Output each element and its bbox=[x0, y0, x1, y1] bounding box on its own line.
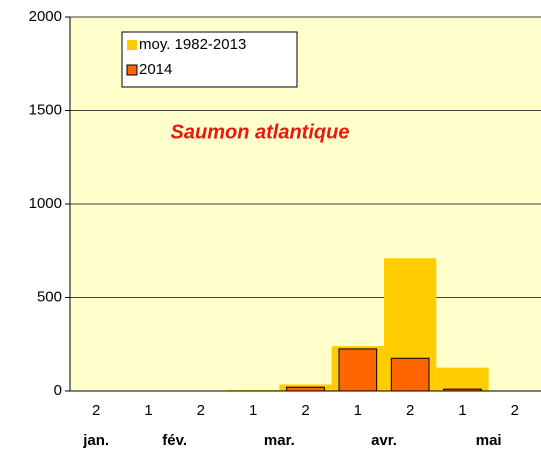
month-label: jan. bbox=[82, 432, 109, 449]
x-tick-label: 1 bbox=[354, 402, 362, 419]
month-label: mar. bbox=[264, 432, 295, 449]
bar bbox=[436, 367, 489, 391]
x-tick-label: 1 bbox=[144, 402, 152, 419]
x-tick-label: 2 bbox=[301, 402, 309, 419]
y-tick-label: 2000 bbox=[29, 8, 62, 25]
annotation: Saumon atlantique bbox=[171, 121, 350, 143]
month-label: avr. bbox=[371, 432, 397, 449]
y-tick-label: 1500 bbox=[29, 101, 62, 118]
bar bbox=[390, 357, 430, 392]
bars bbox=[227, 258, 541, 392]
x-tick-label: 2 bbox=[511, 402, 519, 419]
x-tick-label: 2 bbox=[197, 402, 205, 419]
month-label: mai bbox=[476, 432, 502, 449]
month-label: fév. bbox=[162, 432, 187, 449]
bar bbox=[338, 348, 378, 392]
legend-swatch bbox=[127, 40, 137, 50]
x-tick-label: 1 bbox=[458, 402, 466, 419]
y-tick-label: 500 bbox=[37, 288, 62, 305]
x-tick-label: 2 bbox=[406, 402, 414, 419]
x-tick-label: 2 bbox=[92, 402, 100, 419]
legend-swatch bbox=[126, 64, 138, 76]
y-tick-label: 1000 bbox=[29, 195, 62, 212]
legend-box bbox=[121, 31, 298, 88]
legend-label: 2014 bbox=[139, 61, 172, 78]
legend: moy. 1982-2013 2014 bbox=[121, 31, 298, 88]
legend-label: moy. 1982-2013 bbox=[139, 36, 246, 53]
bar bbox=[286, 386, 325, 392]
y-tick-label: 0 bbox=[54, 382, 62, 399]
x-tick-label: 1 bbox=[249, 402, 257, 419]
